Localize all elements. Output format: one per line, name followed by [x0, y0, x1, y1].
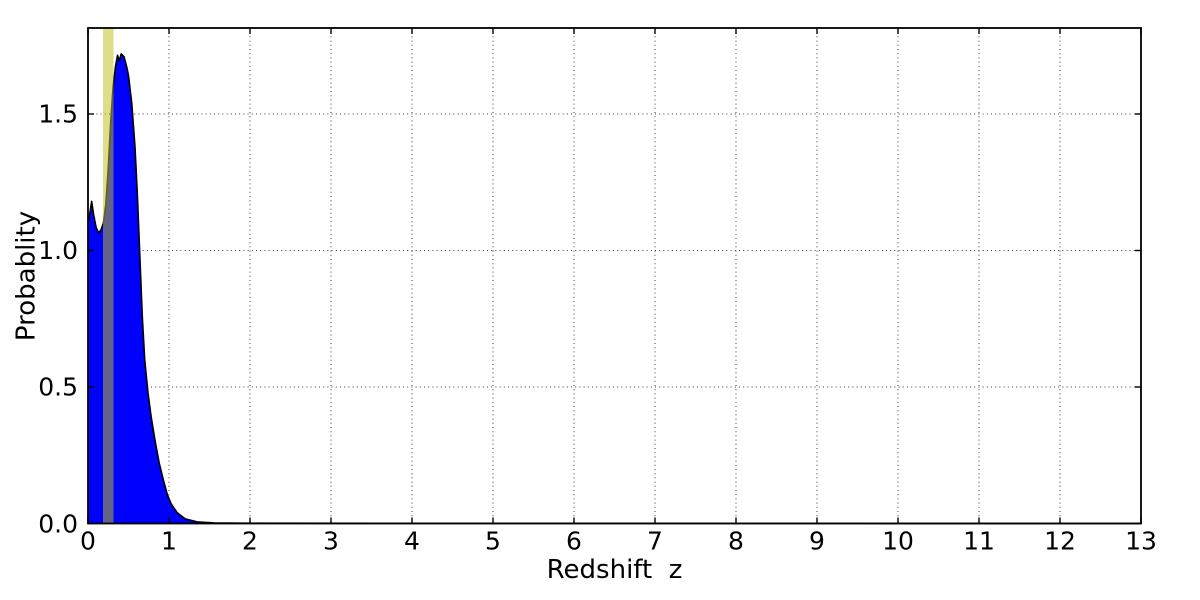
x-tick-label: 12 — [1044, 527, 1076, 556]
x-tick-label: 1 — [161, 527, 177, 556]
x-tick-label: 3 — [323, 527, 339, 556]
x-axis-label: Redshift z — [546, 555, 683, 585]
axes-frame — [87, 27, 1142, 525]
x-tick-label: 0 — [80, 527, 96, 556]
x-tick-label: 2 — [242, 527, 258, 556]
probability-curve — [87, 53, 1142, 525]
x-tick-label: 13 — [1125, 527, 1157, 556]
probability-area — [88, 53, 1141, 524]
y-axis-label: Probablity — [11, 210, 42, 342]
y-tick-label: 0.5 — [38, 373, 78, 402]
y-tick-label: 1.5 — [38, 100, 78, 129]
y-tick-label: 0.0 — [38, 509, 78, 538]
highlight-band — [102, 28, 114, 524]
x-tick-label: 9 — [809, 527, 825, 556]
x-tick-label: 5 — [485, 527, 501, 556]
x-tick-label: 8 — [728, 527, 744, 556]
x-tick-label: 10 — [882, 527, 914, 556]
x-tick-label: 11 — [963, 527, 995, 556]
x-tick-label: 6 — [566, 527, 582, 556]
x-tick-label: 7 — [647, 527, 663, 556]
y-tick-label: 1.0 — [38, 236, 78, 265]
x-tick-label: 4 — [404, 527, 420, 556]
